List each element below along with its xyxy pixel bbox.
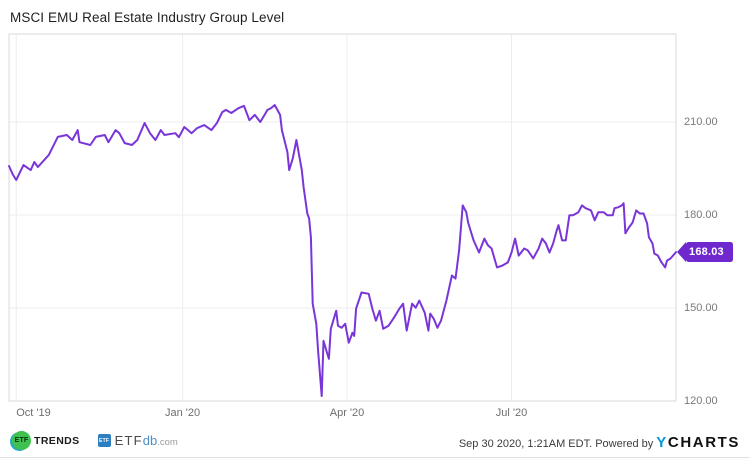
x-axis-label: Apr '20 (329, 407, 365, 419)
ycharts-logo-y: Y (656, 434, 668, 451)
etfdb-wordmark-db: db (142, 432, 158, 448)
y-axis-label: 150.00 (684, 302, 718, 314)
x-axis-label: Jul '20 (495, 407, 528, 419)
footer-divider (0, 457, 750, 458)
attribution: Sep 30 2020, 1:21AM EDT. Powered by YCHA… (459, 434, 740, 451)
series-line[interactable] (8, 104, 677, 397)
x-axis-label: Jan '20 (164, 407, 201, 419)
etfdb-wordmark-etf: ETF (114, 432, 143, 448)
etfdb-logo[interactable]: ETF ETFdb.com (97, 432, 178, 450)
ycharts-logo-charts: CHARTS (667, 434, 740, 451)
etf-trends-logo[interactable]: ETF TRENDS (12, 431, 80, 450)
ycharts-logo[interactable]: YCHARTS (656, 434, 740, 451)
etf-trends-circle-text: ETF (14, 437, 29, 444)
plot-border (8, 33, 677, 402)
y-axis-label: 180.00 (684, 209, 718, 222)
etf-trends-circle-icon: ETF (12, 431, 31, 450)
etfdb-wordmark-com: .com (157, 436, 178, 448)
x-axis-label: Oct '19 (16, 407, 51, 419)
last-value-badge: 168.03 (677, 242, 733, 263)
chart-title: MSCI EMU Real Estate Industry Group Leve… (10, 10, 285, 25)
etfdb-square-text: ETF (99, 437, 110, 444)
last-value-label: 168.03 (686, 242, 733, 263)
y-axis-label: 210.00 (684, 116, 718, 129)
etfdb-square-icon: ETF (97, 434, 111, 447)
y-axis-label: 120.00 (684, 395, 718, 407)
timestamp: Sep 30 2020, 1:21AM EDT. Powered by (458, 438, 654, 450)
badge-arrow-icon (677, 242, 686, 263)
footer: ETF TRENDS ETF ETFdb.com Sep 30 2020, 1:… (0, 428, 750, 458)
etf-trends-wordmark: TRENDS (34, 434, 80, 447)
footer-logos: ETF TRENDS ETF ETFdb.com (12, 431, 178, 450)
